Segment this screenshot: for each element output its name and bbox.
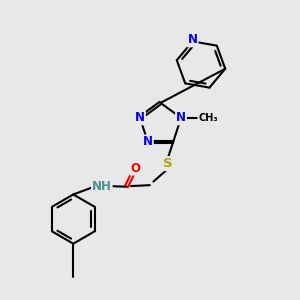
Text: N: N bbox=[143, 136, 153, 148]
Text: S: S bbox=[163, 157, 172, 170]
Text: NH: NH bbox=[92, 180, 112, 193]
Text: CH₃: CH₃ bbox=[198, 113, 218, 123]
Text: N: N bbox=[188, 33, 198, 46]
Text: N: N bbox=[135, 111, 145, 124]
Text: O: O bbox=[130, 162, 140, 175]
Text: N: N bbox=[176, 111, 186, 124]
